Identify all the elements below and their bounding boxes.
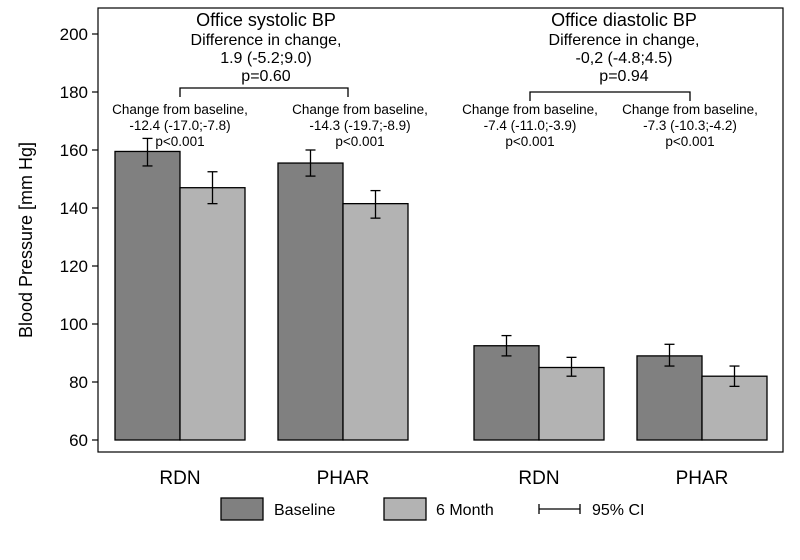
- bar-baseline-2: [277, 162, 344, 441]
- x-category-label: PHAR: [676, 468, 729, 489]
- y-tick-label: 180: [60, 83, 88, 102]
- change-annotation-line: -14.3 (-19.7;-8.9): [309, 118, 410, 133]
- axes: 60 80 100 120 140 160 180 200 Blood Pressure [mm…: [16, 7, 784, 489]
- bar-6-month-2: [342, 202, 409, 441]
- change-annotation-line: p<0.001: [155, 134, 204, 149]
- y-axis-label: Blood Pressure [mm Hg]: [16, 142, 36, 338]
- legend-swatch-baseline: [220, 497, 264, 521]
- change-annotation-line: Change from baseline,: [462, 102, 598, 117]
- change-annotation-line: Change from baseline,: [292, 102, 428, 117]
- legend-label-6-month: 6 Month: [436, 502, 494, 519]
- group-difference-line: 1.9 (-5.2;9.0): [220, 50, 312, 67]
- group-difference-line: p=0.94: [599, 68, 648, 85]
- change-annotation-line: -12.4 (-17.0;-7.8): [129, 118, 230, 133]
- y-tick-label: 100: [60, 315, 88, 334]
- bar-6-month-1: [179, 187, 246, 441]
- bar-baseline-3: [473, 345, 540, 441]
- change-annotation-line: p<0.001: [335, 134, 384, 149]
- annotations: Change from baseline,-12.4 (-17.0;-7.8)p…: [112, 10, 758, 149]
- group-title: Office systolic BP: [196, 10, 336, 30]
- y-tick-label: 140: [60, 199, 88, 218]
- plot-frame: [97, 7, 784, 453]
- legend-label-ci: 95% CI: [592, 502, 644, 519]
- change-annotation-line: Change from baseline,: [112, 102, 248, 117]
- bar-baseline-1: [114, 150, 181, 441]
- group-difference-line: Difference in change,: [191, 32, 342, 49]
- group-title: Office diastolic BP: [551, 10, 697, 30]
- y-tick-label: 120: [60, 257, 88, 276]
- comparison-bracket: [179, 87, 349, 97]
- y-tick-label: 80: [69, 373, 88, 392]
- bars: [114, 137, 768, 441]
- group-difference-line: p=0.60: [241, 68, 290, 85]
- change-annotation-line: Change from baseline,: [622, 102, 758, 117]
- legend-label-baseline: Baseline: [274, 502, 335, 519]
- x-category-label: RDN: [159, 468, 200, 489]
- change-annotation-line: p<0.001: [665, 134, 714, 149]
- bar-6-month-4: [701, 375, 768, 441]
- change-annotation-line: p<0.001: [505, 134, 554, 149]
- bar-6-month-3: [538, 366, 605, 441]
- change-annotation-line: -7.3 (-10.3;-4.2): [643, 118, 737, 133]
- legend-swatch-6-month: [383, 497, 427, 521]
- y-tick-label: 200: [60, 25, 88, 44]
- x-category-label: PHAR: [317, 468, 370, 489]
- change-annotation-line: -7.4 (-11.0;-3.9): [484, 118, 577, 133]
- comparison-bracket: [529, 91, 691, 101]
- bar-baseline-4: [636, 355, 703, 441]
- group-difference-line: Difference in change,: [549, 32, 700, 49]
- x-category-label: RDN: [518, 468, 559, 489]
- y-tick-label: 60: [69, 431, 88, 450]
- y-tick-label: 160: [60, 141, 88, 160]
- legend: Baseline 6 Month 95% CI: [220, 497, 644, 521]
- group-difference-line: -0,2 (-4.8;4.5): [576, 50, 673, 67]
